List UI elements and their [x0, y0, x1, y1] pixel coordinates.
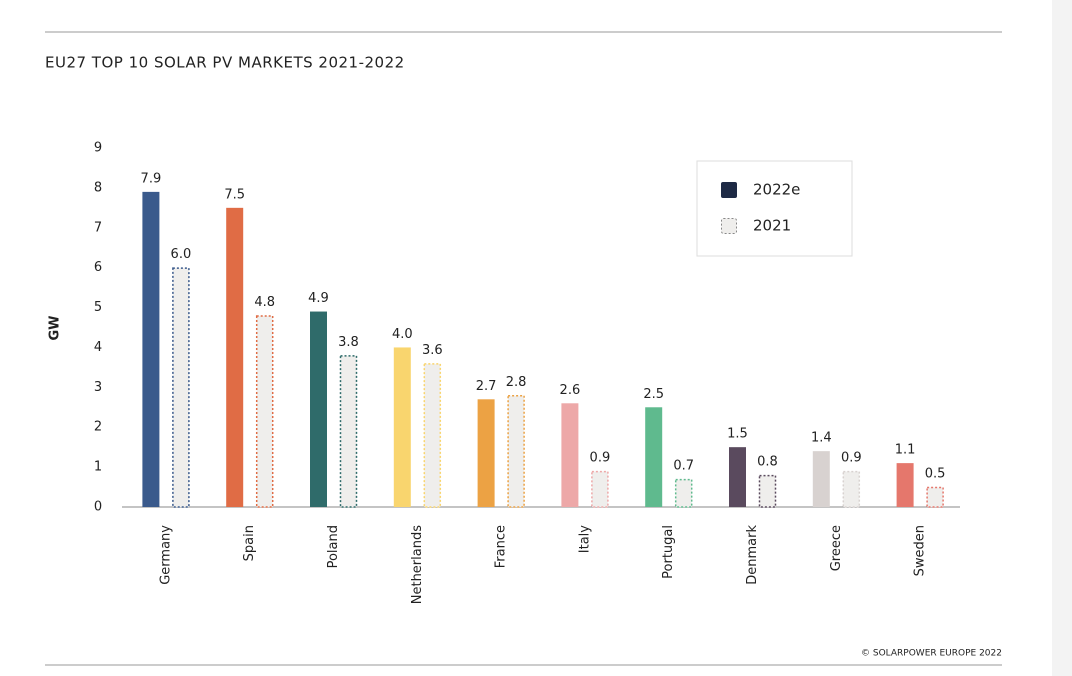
bar: [812, 451, 830, 507]
bar: [172, 267, 190, 508]
bar: [591, 470, 609, 508]
y-tick-label: 5: [94, 300, 102, 315]
value-label: 4.9: [308, 291, 329, 306]
x-tick-label: Poland: [326, 525, 341, 568]
value-label: 0.8: [757, 455, 778, 470]
value-label: 0.9: [590, 451, 611, 466]
bar: [561, 403, 579, 507]
value-label: 1.1: [895, 443, 916, 458]
y-tick-label: 6: [94, 260, 102, 275]
chart-title: EU27 TOP 10 SOLAR PV MARKETS 2021-2022: [45, 54, 405, 72]
bar: [674, 478, 693, 508]
value-label: 2.8: [506, 375, 527, 390]
bar: [758, 474, 777, 508]
x-tick-label: Italy: [577, 525, 592, 554]
bar: [896, 463, 914, 507]
y-tick-label: 7: [94, 220, 102, 235]
x-tick-label: Denmark: [745, 525, 760, 585]
value-label: 0.5: [925, 467, 946, 482]
y-tick-label: 2: [94, 420, 102, 435]
x-tick-label: Portugal: [661, 525, 676, 579]
legend-swatch: [721, 218, 737, 234]
y-tick-label: 4: [94, 340, 102, 355]
bar: [842, 470, 861, 508]
source: © SOLARPOWER EUROPE 2022: [861, 649, 1002, 659]
value-label: 0.7: [673, 459, 694, 474]
value-label: 2.6: [560, 383, 581, 398]
y-tick-label: 3: [94, 380, 102, 395]
bar: [142, 191, 160, 507]
bar: [226, 207, 244, 508]
value-label: 3.6: [422, 343, 443, 358]
bar: [255, 315, 274, 508]
bar: [507, 395, 525, 508]
x-tick-label: Germany: [158, 525, 173, 585]
value-label: 4.8: [254, 295, 275, 310]
bar: [477, 399, 495, 507]
y-tick-label: 1: [94, 460, 102, 475]
bar: [423, 363, 442, 508]
side-strip: [1052, 0, 1072, 676]
value-label: 0.9: [841, 451, 862, 466]
bar: [393, 347, 411, 507]
value-label: 7.5: [224, 187, 245, 202]
legend-swatch: [721, 182, 737, 198]
y-axis-label: GW: [48, 315, 63, 340]
value-label: 6.0: [171, 247, 192, 262]
bar: [645, 407, 663, 507]
x-tick-label: France: [494, 525, 509, 568]
legend-box: [696, 160, 853, 257]
legend-label: 2022e: [753, 181, 800, 199]
value-label: 2.7: [476, 379, 497, 394]
bar: [310, 311, 327, 507]
value-label: 2.5: [643, 387, 664, 402]
x-tick-label: Netherlands: [410, 525, 425, 604]
y-tick-label: 0: [94, 500, 102, 515]
x-tick-label: Spain: [242, 525, 257, 561]
bar: [339, 355, 358, 508]
value-label: 7.9: [141, 171, 162, 186]
bar: [729, 447, 746, 507]
x-tick-label: Sweden: [913, 525, 928, 576]
bar: [926, 486, 944, 508]
value-label: 1.4: [811, 431, 832, 446]
y-tick-label: 8: [94, 180, 102, 195]
legend-label: 2021: [753, 217, 791, 235]
y-tick-label: 9: [94, 141, 102, 156]
value-label: 4.0: [392, 327, 413, 342]
x-tick-label: Greece: [829, 525, 844, 571]
value-label: 3.8: [338, 335, 359, 350]
value-label: 1.5: [727, 427, 748, 442]
